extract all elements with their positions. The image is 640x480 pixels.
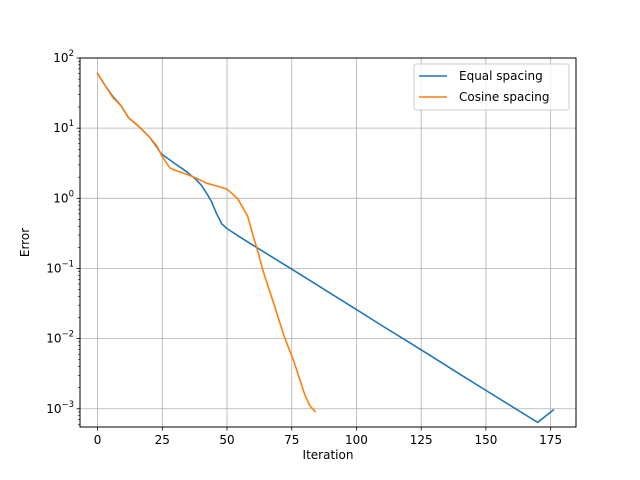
legend-label-cosine-spacing: Cosine spacing [459, 90, 550, 104]
x-tick-label: 125 [410, 433, 433, 447]
grid [80, 57, 576, 427]
x-axis-label: Iteration [303, 448, 354, 462]
series-line-cosine-spacing [96, 72, 317, 413]
y-tick-label: 102 [53, 49, 74, 65]
x-tick-label: 25 [155, 433, 170, 447]
x-tick-label: 175 [539, 433, 562, 447]
y-tick-label: 10−3 [46, 400, 74, 416]
y-tick-label: 10−2 [46, 330, 74, 346]
axis-ticks: 0 25 50 75 100 125 150 175 10−3 10−2 10−1 100 101 102 [46, 49, 562, 447]
series-line-equal-spacing [96, 72, 555, 424]
y-axis-label: Error [18, 228, 32, 257]
x-tick-label: 75 [284, 433, 299, 447]
x-tick-label: 50 [219, 433, 234, 447]
x-tick-label: 100 [345, 433, 368, 447]
y-tick-label: 100 [53, 189, 74, 205]
x-tick-label: 150 [474, 433, 497, 447]
legend-label-equal-spacing: Equal spacing [459, 69, 543, 83]
series-lines [96, 72, 555, 424]
x-tick-label: 0 [94, 433, 102, 447]
plot-frame [79, 57, 577, 428]
y-tick-label: 101 [53, 119, 74, 135]
legend: Equal spacing Cosine spacing [413, 63, 570, 111]
y-tick-label: 10−1 [46, 259, 74, 275]
legend-box [413, 63, 570, 111]
